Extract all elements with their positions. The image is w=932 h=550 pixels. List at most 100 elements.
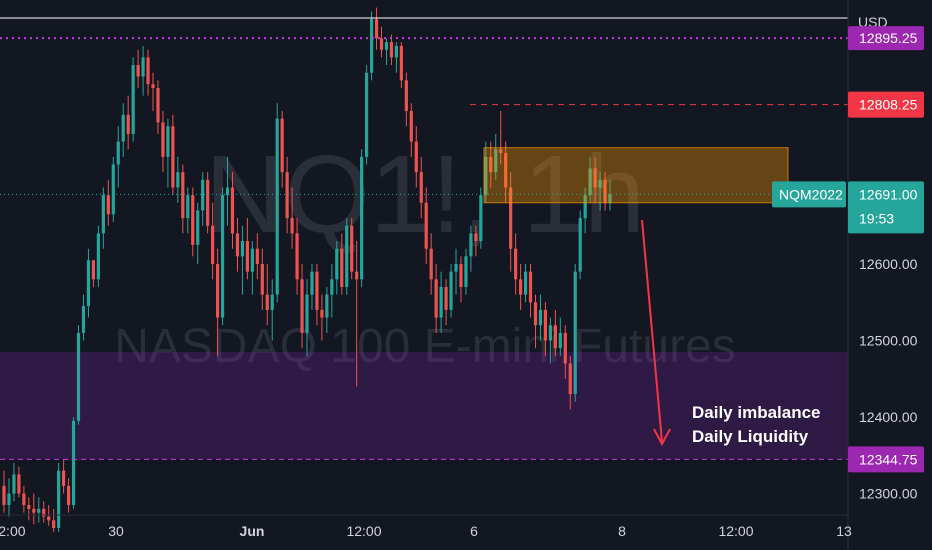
candle [27,497,31,521]
candle [250,241,254,295]
candle [141,45,145,96]
candle-body [86,260,91,307]
candle [300,264,304,349]
candle-body [81,306,86,333]
candle [66,478,71,513]
candle [76,325,81,425]
candle-body [583,195,587,219]
candle-body [156,88,160,123]
candle-body [374,19,379,39]
candle [186,187,190,234]
candle-body [230,187,235,234]
candle-body [350,225,354,272]
candle-body [369,19,374,73]
candle-body [126,114,130,134]
candle [573,264,577,402]
candle [285,156,289,234]
candle-body [504,153,508,188]
candle [7,478,11,517]
candle [305,279,309,356]
candle-body [106,195,110,215]
candle-body [603,179,607,203]
candle [121,103,125,157]
candle-body [315,271,319,310]
candle-body [275,118,279,295]
candle [12,462,16,502]
candle-body [260,264,264,295]
candle-body [22,493,26,506]
x-tick-label: 12:00 [0,523,26,539]
candle [424,187,428,265]
candle [523,264,528,303]
candle-body [360,156,364,280]
badge-top-level-text: 12895.25 [859,30,918,46]
candle [295,218,299,295]
candle-body [42,508,46,517]
candle-body [131,65,135,134]
candle [553,309,557,356]
candle-body [454,264,458,272]
candle-body [300,279,304,333]
x-tick-label: 6 [470,523,478,539]
candle-body [588,168,592,196]
candle [369,11,374,81]
candle-body [404,80,408,111]
candle-body [215,264,220,318]
candle-body [484,156,488,196]
candle [111,156,115,222]
candle-body [171,126,175,188]
candle [161,110,165,173]
candle-body [52,520,56,529]
candle [518,264,523,310]
annotation-line-1[interactable]: Daily imbalance [692,403,821,422]
candle-body [325,294,329,318]
candle-body [414,141,418,173]
candle [454,248,458,295]
candle [270,279,274,341]
candle-body [176,172,180,188]
candle-body [563,332,567,364]
candle-body [523,271,528,295]
candle [126,95,130,150]
candle-body [543,309,548,341]
candle-body [459,264,463,287]
candle [583,187,587,234]
annotation-line-2[interactable]: Daily Liquidity [692,427,809,446]
candle-body [57,470,61,529]
candle-body [66,485,71,506]
candle-body [598,179,602,188]
candle [399,42,403,89]
candle-body [2,485,6,506]
demand-zone[interactable] [0,352,848,460]
candle-body [464,256,468,287]
candle-body [434,279,438,318]
candle-body [424,202,428,249]
x-tick-label: 30 [108,523,124,539]
candle-body [409,110,413,142]
candle [151,72,155,111]
candle [434,264,438,333]
candle [360,149,364,287]
supply-zone[interactable] [483,147,789,204]
candle-body [186,195,190,219]
candle-body [320,309,324,318]
down-arrow[interactable] [641,219,671,447]
candle-body [444,286,448,310]
candle-body [111,164,115,215]
candle [384,38,389,66]
x-tick-label: 13 [836,523,852,539]
candle-body [518,279,523,295]
candle [355,241,359,387]
candle [494,133,498,180]
candle [71,417,76,509]
candle-body [514,248,518,280]
candle [509,172,513,272]
x-tick-label: Jun [240,523,265,539]
candle [499,110,503,165]
candle [439,271,443,333]
candle [335,241,339,295]
time-axis[interactable]: 12:00 30 Jun 12:00 6 8 12:00 13 [0,523,852,539]
candle-body [593,168,597,188]
